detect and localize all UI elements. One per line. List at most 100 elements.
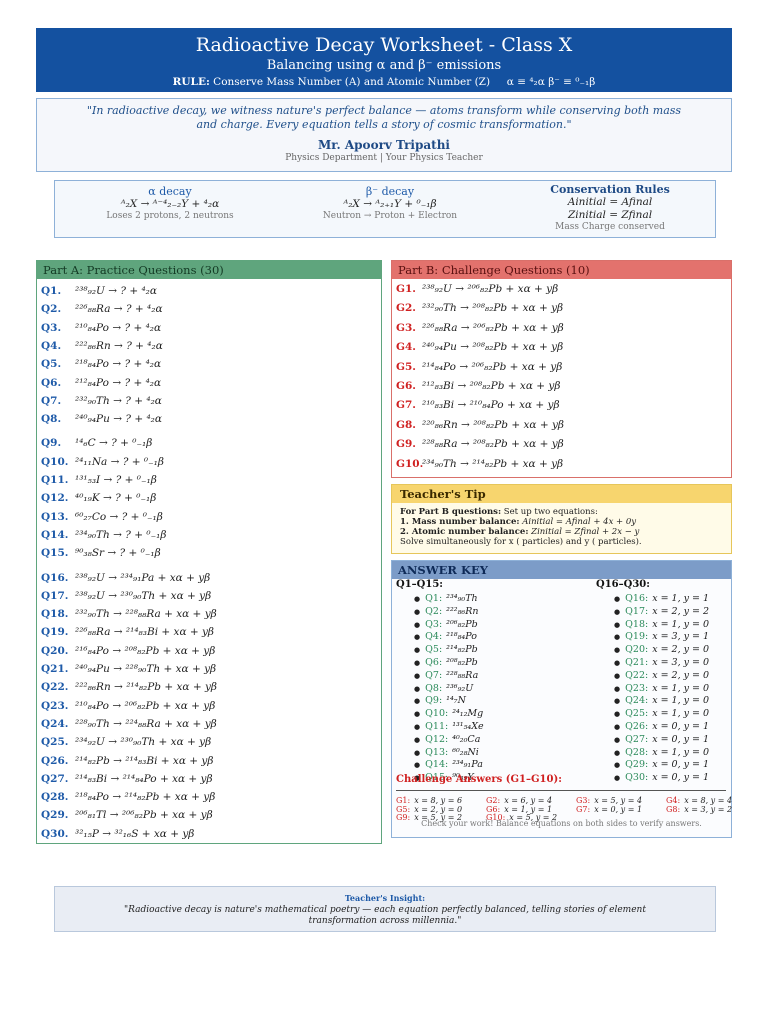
answer-value: ²³⁶₉₂U (446, 682, 474, 694)
answer-value: ²⁰⁶₈₂Pb (446, 618, 478, 630)
answer-item: ● Q9: ¹⁴₇N (414, 695, 466, 706)
bullet-icon: ● (414, 774, 421, 783)
answer-value: ¹⁴₇N (446, 695, 466, 707)
tip-line3-bold: 2. Atomic number balance: (400, 527, 529, 537)
bullet-icon: ● (414, 735, 421, 744)
challenge-answer-value: x = 1, y = 1 (504, 804, 553, 814)
answer-item: ● Q18: x = 1, y = 0 (614, 619, 709, 630)
question-row: Q9. ¹⁴₆C → ? + ⁰₋₁β (41, 437, 152, 449)
bullet-icon: ● (614, 633, 621, 642)
answer-value: x = 1, y = 1 (652, 593, 710, 604)
answer-value: ²³⁴₉₁Pa (452, 759, 483, 771)
question-row-label: Q3. (41, 321, 62, 334)
challenge-answer-value: x = 6, y = 4 (504, 796, 553, 805)
teacher-tip-box: Teacher's Tip For Part B questions: Set … (391, 484, 732, 554)
question-row: Q13. ⁶⁰₂₇Co → ? + ⁰₋₁β (41, 511, 163, 523)
bullet-icon: ● (414, 607, 421, 616)
question-row: Q18. ²³²₉₀Th → ²²⁸₈₈Ra + xα + yβ (41, 608, 217, 620)
answer-col1-heading: Q1–Q15: (396, 579, 443, 590)
question-row-label: Q16. (41, 571, 69, 584)
question-row: Q8. ²⁴⁰₉₄Pu → ? + ⁴₂α (41, 413, 162, 425)
challenge-question-row-value: ²¹⁴₈₄Po → ²⁰⁶₈₂Pb + xα + yβ (422, 360, 563, 373)
challenge-question-row: G1. ²³⁸₉₂U → ²⁰⁶₈₂Pb + xα + yβ (396, 283, 558, 295)
challenge-answer-item: G9: x = 5, y = 2 (396, 813, 462, 822)
answer-key-label: Q2: (425, 605, 443, 617)
answer-key-label: Q29: (625, 759, 649, 771)
question-row-value: ⁴⁰₁₉K → ? + ⁰₋₁β (75, 492, 157, 505)
question-row: Q14. ²³⁴₉₀Th → ? + ⁰₋₁β (41, 529, 166, 541)
question-row-value: ²²²₈₆Rn → ? + ⁴₂α (75, 339, 163, 352)
answer-key-title: ANSWER KEY (392, 561, 731, 579)
answer-key-label: Q26: (625, 721, 649, 732)
challenge-answer-label: G9: (396, 813, 411, 822)
challenge-answer-item: G4: x = 8, y = 4 (666, 796, 732, 805)
answer-key-label: Q27: (625, 733, 649, 745)
challenge-question-row: G2. ²³²₉₀Th → ²⁰⁸₈₂Pb + xα + yβ (396, 302, 563, 314)
question-row-label: Q21. (41, 663, 69, 675)
answer-key-footer: Check your work! Balance equations on bo… (421, 819, 702, 828)
rule-symbols: α ≡ ⁴₂α β⁻ ≡ ⁰₋₁β (506, 76, 596, 88)
question-row: Q11. ¹³¹₅₃I → ? + ⁰₋₁β (41, 474, 157, 486)
challenge-answer-item: G5: x = 2, y = 0 (396, 805, 462, 814)
question-row-label: Q8. (41, 413, 62, 426)
answer-value: x = 2, y = 0 (652, 644, 710, 656)
question-row-value: ²³²₉₀Th → ²²⁸₈₈Ra + xα + yβ (75, 608, 217, 621)
challenge-answer-value: x = 3, y = 2 (684, 804, 733, 814)
answer-key-label: Q16: (625, 593, 649, 604)
question-row-label: Q27. (41, 772, 69, 785)
answer-key-label: Q24: (625, 695, 649, 707)
challenge-question-row-value: ²³²₉₀Th → ²⁰⁸₈₂Pb + xα + yβ (422, 302, 564, 315)
tip-line1: Set up two equations: (501, 507, 598, 517)
answer-value: ²⁰⁸₈₂Pb (446, 657, 478, 668)
challenge-question-row-value: ²³⁴₉₀Th → ²¹⁴₈₂Pb + xα + yβ (422, 457, 564, 470)
question-row: Q17. ²³⁸₉₂U → ²³⁰₉₀Th + xα + yβ (41, 590, 211, 602)
question-row: Q10. ²⁴₁₁Na → ? + ⁰₋₁β (41, 456, 164, 468)
answer-item: ● Q4: ²¹⁸₈₄Po (414, 631, 477, 642)
answer-value: ⁹⁰₃₉Y (452, 772, 474, 784)
question-row-value: ²²⁶₈₈Ra → ? + ⁴₂α (75, 303, 163, 316)
answer-key-label: Q8: (425, 682, 443, 694)
challenge-question-row-label: G2. (396, 302, 416, 315)
bullet-icon: ● (414, 671, 421, 680)
answer-item: ● Q14: ²³⁴₉₁Pa (414, 759, 483, 770)
question-row: Q1. ²³⁸₉₂U → ? + ⁴₂α (41, 285, 157, 297)
answer-item: ● Q13: ⁶⁰₂₈Ni (414, 747, 479, 758)
answer-value: ²⁴₁₂Mg (452, 708, 484, 720)
answer-col2-heading: Q16–Q30: (596, 579, 650, 590)
bullet-icon: ● (414, 659, 421, 667)
answer-item: ● Q5: ²¹⁴₈₂Pb (414, 644, 478, 655)
bullet-icon: ● (614, 684, 621, 693)
challenge-answer-value: x = 8, y = 6 (414, 796, 463, 805)
challenge-question-row: G9. ²²⁸₈₈Ra → ²⁰⁸₈₂Pb + xα + yβ (396, 438, 564, 450)
challenge-question-row-label: G7. (396, 399, 416, 412)
quote-role: Physics Department | Your Physics Teache… (285, 153, 483, 163)
answer-value: ⁶⁰₂₈Ni (452, 746, 479, 758)
answer-value: x = 1, y = 0 (652, 708, 710, 720)
question-row-value: ²³⁴₉₀Th → ? + ⁰₋₁β (75, 528, 167, 541)
beta-decay-note: Neutron → Proton + Electron (322, 211, 458, 221)
conservation-line-charge: Zinitial = Zfinal (567, 209, 653, 221)
teacher-tip-title: Teacher's Tip (392, 485, 731, 503)
challenge-answer-label: G8: (666, 804, 681, 814)
question-row-label: Q1. (41, 285, 62, 297)
conservation-heading: Conservation Rules (550, 183, 670, 196)
answer-item: ● Q2: ²²²₈₆Rn (414, 606, 478, 617)
conservation-note: Mass Charge conserved (555, 222, 665, 232)
question-row-value: ²⁴⁰₉₄Pu → ²²⁸₉₀Th + xα + yβ (75, 663, 217, 675)
bullet-icon: ● (614, 761, 621, 770)
answer-key-label: Q13: (425, 746, 449, 758)
answer-key-label: Q30: (625, 772, 649, 784)
answer-value: x = 1, y = 0 (652, 695, 710, 707)
bullet-icon: ● (614, 671, 621, 680)
bullet-icon: ● (614, 748, 621, 757)
question-row: Q6. ²¹²₈₄Po → ? + ⁴₂α (41, 377, 161, 389)
answer-key-label: Q17: (625, 605, 649, 617)
question-row-label: Q7. (41, 394, 62, 407)
alpha-decay-column: α decay ᴬ₂X → ᴬ⁻⁴₂₋₂Y + ⁴₂α Loses 2 prot… (85, 185, 255, 221)
challenge-question-row: G8. ²²⁰₈₆Rn → ²⁰⁸₈₂Pb + xα + yβ (396, 419, 564, 431)
answer-value: x = 0, y = 1 (652, 721, 710, 732)
bullet-icon: ● (614, 607, 621, 616)
worksheet-subtitle: Balancing using α and β⁻ emissions (266, 58, 502, 73)
teacher-quote-box: "In radioactive decay, we witness nature… (36, 98, 732, 172)
challenge-answer-item: G1: x = 8, y = 6 (396, 796, 462, 805)
